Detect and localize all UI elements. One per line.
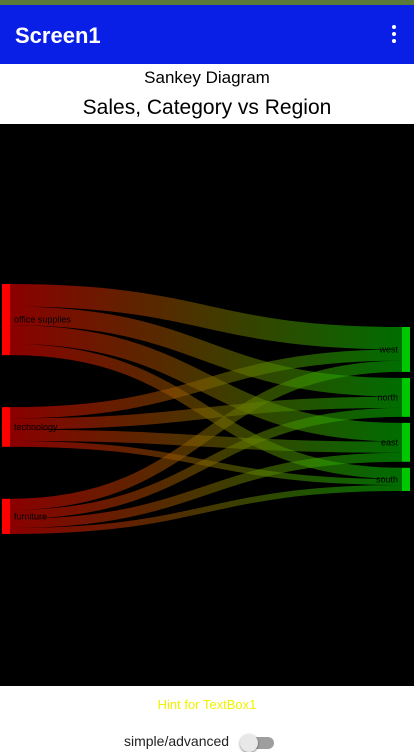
sankey-link-office-supplies-west — [9, 284, 403, 350]
sankey-link-furniture-east — [9, 452, 403, 529]
target-label-west: west — [378, 344, 398, 354]
simple-advanced-switch[interactable] — [240, 734, 274, 752]
sankey-link-furniture-west — [9, 360, 403, 511]
target-label-east: east — [381, 437, 399, 447]
sankey-link-technology-north — [9, 396, 403, 430]
chart-title: Sales, Category vs Region — [82, 96, 332, 119]
target-node-west — [402, 327, 410, 372]
source-label-technology: technology — [14, 422, 58, 432]
sankey-link-furniture-north — [9, 407, 403, 520]
sankey-link-furniture-south — [9, 485, 403, 534]
source-node-office-supplies — [2, 284, 10, 356]
diagram-label: Sankey Diagram — [144, 68, 270, 87]
app-bar: Screen1 — [0, 5, 414, 64]
source-label-furniture: furniture — [14, 511, 47, 521]
target-label-north: north — [377, 392, 398, 402]
textbox-hint[interactable]: Hint for TextBox1 — [157, 697, 257, 712]
target-node-north — [402, 377, 410, 417]
overflow-menu-icon[interactable] — [388, 22, 400, 48]
app-title: Screen1 — [15, 23, 101, 48]
switch-thumb[interactable] — [240, 734, 258, 752]
sankey-chart: office supplies technology furniture west no… — [0, 124, 414, 686]
target-label-south: south — [376, 474, 398, 484]
sankey-link-office-supplies-north — [9, 306, 403, 397]
target-node-east — [402, 422, 410, 462]
status-strip — [0, 0, 414, 5]
source-label-office-supplies: office supplies — [14, 315, 71, 325]
toggle-row: simple/advanced — [0, 730, 414, 752]
toggle-label: simple/advanced — [124, 733, 230, 749]
target-node-south — [402, 467, 410, 491]
source-node-technology — [2, 407, 10, 447]
sankey-svg: office supplies technology furniture west no… — [2, 284, 410, 534]
source-node-furniture — [2, 498, 10, 534]
sankey-link-technology-west — [9, 349, 403, 419]
